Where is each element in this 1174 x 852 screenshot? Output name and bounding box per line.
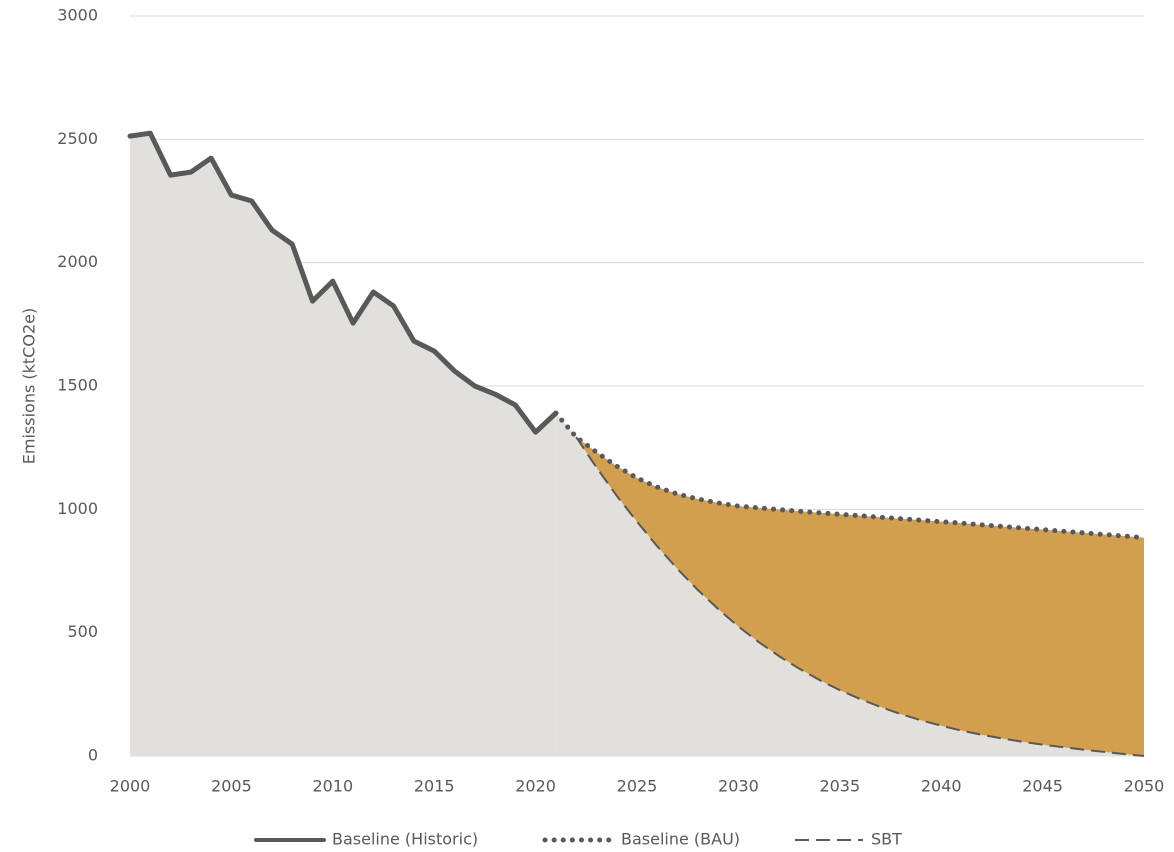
- x-tick-label: 2030: [718, 777, 759, 796]
- legend-label: Baseline (Historic): [332, 830, 478, 849]
- y-tick-label: 1500: [57, 376, 98, 395]
- area: [130, 133, 556, 756]
- y-tick-label: 2500: [57, 129, 98, 148]
- x-tick-label: 2035: [819, 777, 860, 796]
- series-line: [553, 410, 1147, 541]
- x-tick-label: 2040: [921, 777, 962, 796]
- x-tick-label: 2015: [414, 777, 455, 796]
- x-tick-label: 2050: [1124, 777, 1165, 796]
- y-axis-label: Emissions (ktCO2e): [20, 308, 39, 464]
- x-tick-label: 2025: [617, 777, 658, 796]
- y-tick-label: 1000: [57, 499, 98, 518]
- y-tick-label: 3000: [57, 6, 98, 25]
- x-tick-label: 2000: [110, 777, 151, 796]
- legend-label: Baseline (BAU): [621, 830, 740, 849]
- x-tick-label: 2005: [211, 777, 252, 796]
- y-tick-label: 0: [88, 746, 98, 765]
- series-line: [575, 436, 1145, 757]
- y-tick-label: 2000: [57, 252, 98, 271]
- x-tick-label: 2010: [312, 777, 353, 796]
- series-line: [127, 130, 559, 435]
- y-tick-label: 500: [67, 622, 98, 641]
- legend-label: SBT: [871, 830, 902, 849]
- x-tick-label: 2045: [1022, 777, 1063, 796]
- x-tick-label: 2020: [515, 777, 556, 796]
- gap-area: [576, 437, 1144, 756]
